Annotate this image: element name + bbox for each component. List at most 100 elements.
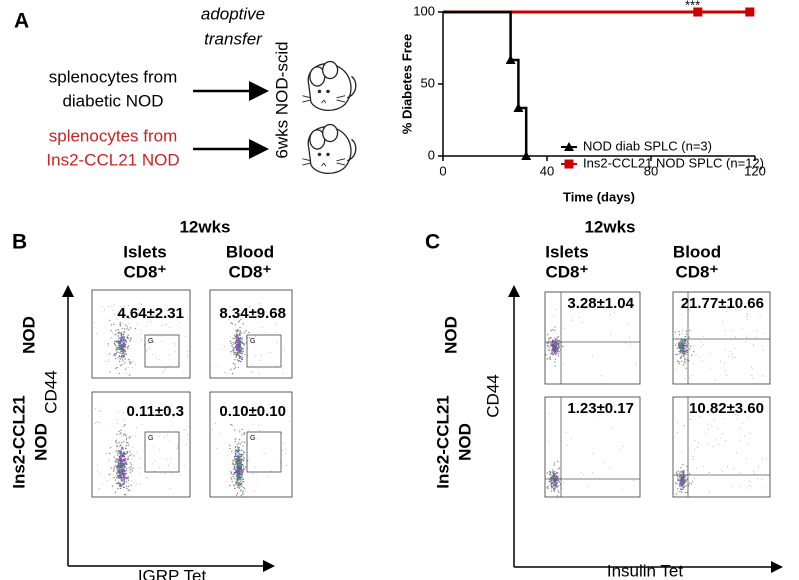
flow-plot	[91, 391, 191, 498]
event-dot	[555, 349, 557, 351]
event-dot	[251, 371, 253, 373]
event-dot	[551, 483, 554, 485]
event-dot	[235, 469, 238, 472]
event-dot	[557, 485, 560, 487]
event-dot	[151, 463, 153, 465]
event-dot	[118, 347, 120, 349]
event-dot	[680, 488, 682, 491]
event-dot	[762, 305, 764, 307]
event-dot	[128, 489, 131, 492]
event-dot	[552, 339, 554, 341]
event-dot	[238, 350, 241, 352]
event-dot	[241, 441, 243, 443]
panel-label: C	[425, 231, 440, 254]
donor-label: splenocytes from	[49, 126, 178, 145]
event-dot	[157, 436, 159, 437]
event-dot	[558, 467, 561, 469]
event-dot	[621, 489, 623, 491]
event-dot	[235, 356, 237, 358]
event-dot	[122, 337, 125, 340]
event-dot	[108, 460, 110, 462]
event-dot	[161, 324, 163, 326]
event-dot	[683, 345, 685, 347]
event-dot	[128, 358, 130, 361]
event-dot	[548, 349, 551, 351]
event-dot	[159, 467, 161, 468]
event-dot	[685, 342, 687, 345]
event-dot	[557, 477, 559, 479]
event-dot	[236, 346, 238, 348]
event-dot	[682, 330, 684, 332]
legend-label: Ins2-CCL21 NOD SPLC (n=12)	[583, 155, 764, 170]
event-dot	[235, 461, 237, 463]
event-dot	[549, 337, 551, 339]
event-dot	[124, 362, 126, 364]
event-dot	[239, 480, 242, 483]
survival-chart: 0 50 100 0 40 80 120 % Diabetes Free Time (days)…	[399, 0, 765, 204]
event-dot	[108, 452, 111, 455]
event-dot	[681, 314, 683, 316]
event-dot	[610, 333, 612, 335]
event-dot	[702, 335, 704, 337]
event-dot	[216, 447, 217, 449]
event-dot	[113, 304, 115, 306]
event-dot	[116, 454, 119, 456]
event-dot	[120, 335, 122, 337]
event-dot	[682, 478, 684, 480]
event-dot	[232, 475, 235, 478]
event-dot	[128, 329, 130, 331]
event-dot	[238, 477, 240, 479]
event-dot	[123, 356, 126, 358]
event-dot	[139, 483, 141, 485]
event-dot	[234, 466, 236, 469]
event-dot	[557, 346, 560, 348]
event-dot	[566, 444, 568, 446]
event-dot	[555, 353, 557, 355]
gate-label: G	[250, 338, 255, 345]
event-dot	[241, 464, 244, 466]
event-dot	[241, 474, 243, 476]
event-dot	[682, 353, 684, 355]
event-dot	[629, 345, 631, 347]
event-dot	[717, 428, 719, 429]
event-dot	[234, 459, 236, 461]
event-dot	[689, 345, 692, 348]
event-dot	[748, 485, 750, 487]
event-dot	[689, 348, 691, 350]
event-dot	[745, 458, 747, 460]
event-dot	[557, 460, 559, 463]
event-dot	[121, 323, 123, 325]
event-dot	[235, 456, 237, 458]
event-dot	[159, 449, 161, 451]
event-dot	[140, 304, 142, 306]
event-dot	[230, 368, 232, 371]
event-dot	[141, 424, 143, 426]
event-dot	[110, 324, 113, 326]
event-dot	[241, 356, 244, 359]
event-dot	[238, 449, 240, 452]
event-dot	[120, 444, 122, 446]
event-dot	[123, 354, 125, 356]
event-dot	[676, 343, 677, 345]
frequency: 4.64±2.31	[117, 305, 184, 322]
event-dot	[238, 487, 241, 489]
event-dot	[180, 412, 182, 414]
event-dot	[123, 333, 125, 335]
event-dot	[727, 466, 728, 468]
event-dot	[546, 472, 549, 474]
event-dot	[117, 348, 119, 350]
event-dot	[215, 366, 217, 367]
event-dot	[686, 465, 688, 468]
event-dot	[714, 378, 716, 380]
event-dot	[241, 352, 243, 354]
event-dot	[123, 306, 125, 307]
event-dot	[678, 472, 680, 474]
event-dot	[118, 372, 120, 374]
event-dot	[98, 410, 100, 412]
event-dot	[726, 374, 728, 376]
event-dot	[234, 477, 236, 480]
event-dot	[117, 481, 120, 483]
event-dot	[234, 472, 236, 474]
event-dot	[140, 330, 142, 332]
event-dot	[127, 334, 129, 336]
